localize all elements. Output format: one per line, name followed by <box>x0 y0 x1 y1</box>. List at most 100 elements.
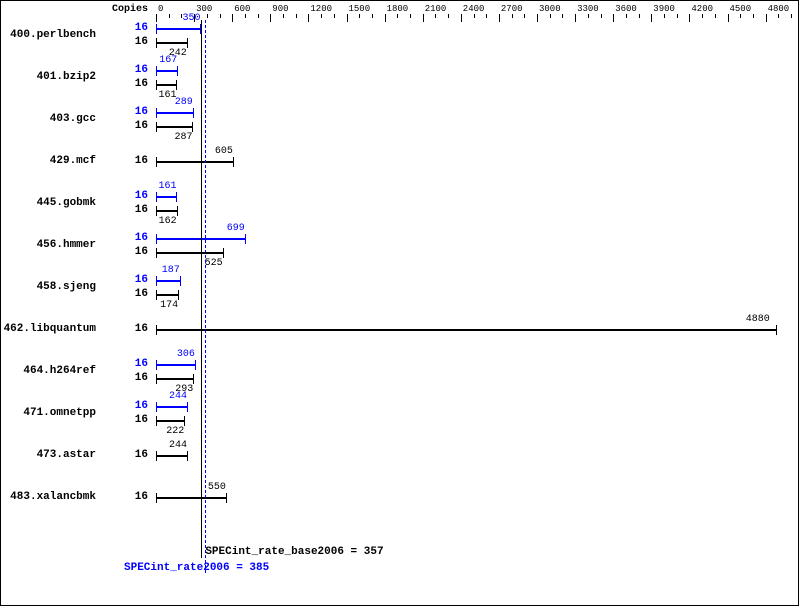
refline-base <box>201 20 202 558</box>
copies-value: 16 <box>0 155 148 167</box>
bar-end-cap <box>193 108 194 118</box>
axis-tick <box>474 14 475 18</box>
bar-end-cap <box>192 122 193 132</box>
bar <box>156 364 195 366</box>
bar-value-label: 350 <box>182 13 200 24</box>
bar <box>156 84 176 86</box>
bar-end-cap <box>177 66 178 76</box>
bar-end-cap <box>180 276 181 286</box>
chart-border <box>0 0 799 606</box>
bar <box>156 210 177 212</box>
bar-value-label: 605 <box>215 146 233 157</box>
copies-value: 16 <box>0 358 148 370</box>
bar-end-cap <box>187 451 188 461</box>
bar-value-label: 187 <box>162 265 180 276</box>
bar-end-cap <box>193 374 194 384</box>
axis-tick-label: 1500 <box>349 4 371 14</box>
axis-tick <box>715 14 716 18</box>
copies-value: 16 <box>0 204 148 216</box>
refline-peak <box>205 20 206 573</box>
bar-value-label: 550 <box>208 482 226 493</box>
bar-value-label: 4880 <box>746 314 770 325</box>
copies-value: 16 <box>0 372 148 384</box>
axis-tick <box>499 14 500 22</box>
copies-value: 16 <box>0 120 148 132</box>
axis-tick <box>334 14 335 18</box>
axis-tick-label: 3900 <box>653 4 675 14</box>
bar <box>156 378 193 380</box>
bar <box>156 28 200 30</box>
bar-end-cap <box>187 38 188 48</box>
bar-end-cap <box>178 290 179 300</box>
axis-tick <box>728 14 729 22</box>
bar <box>156 196 176 198</box>
axis-tick-label: 0 <box>158 4 163 14</box>
axis-tick <box>435 14 436 18</box>
bar-value-label: 162 <box>159 216 177 227</box>
bar-value-label: 222 <box>166 426 184 437</box>
axis-tick <box>347 14 348 22</box>
axis-tick <box>550 14 551 18</box>
copies-value: 16 <box>0 106 148 118</box>
bar-value-label: 161 <box>158 181 176 192</box>
axis-tick <box>423 14 424 22</box>
chart-container: Copies 030060090012001500180021002400270… <box>0 0 799 606</box>
bar-end-cap <box>176 80 177 90</box>
bar <box>156 406 187 408</box>
copies-value: 16 <box>0 232 148 244</box>
axis-tick <box>512 14 513 18</box>
axis-tick <box>524 14 525 18</box>
copies-value: 16 <box>0 36 148 48</box>
bar-value-label: 167 <box>159 55 177 66</box>
footer-peak-label: SPECint_rate2006 = 385 <box>124 562 269 574</box>
axis-tick <box>207 14 208 18</box>
axis-tick <box>270 14 271 22</box>
bar-value-label: 525 <box>205 258 223 269</box>
axis-tick <box>486 14 487 18</box>
axis-tick-label: 3300 <box>577 4 599 14</box>
copies-value: 16 <box>0 288 148 300</box>
axis-tick <box>448 14 449 18</box>
axis-tick <box>689 14 690 22</box>
copies-value: 16 <box>0 449 148 461</box>
axis-tick <box>613 14 614 22</box>
copies-value: 16 <box>0 323 148 335</box>
axis-tick <box>575 14 576 22</box>
axis-tick <box>397 14 398 18</box>
axis-tick <box>410 14 411 18</box>
axis-tick-label: 1200 <box>310 4 332 14</box>
copies-value: 16 <box>0 414 148 426</box>
axis-tick <box>359 14 360 18</box>
axis-tick <box>664 14 665 18</box>
bar <box>156 252 223 254</box>
axis-tick <box>601 14 602 18</box>
bar-value-label: 244 <box>169 391 187 402</box>
axis-tick <box>651 14 652 22</box>
bar-end-cap <box>245 234 246 244</box>
axis-tick-label: 2100 <box>425 4 447 14</box>
bar-value-label: 174 <box>160 300 178 311</box>
bar-value-label: 244 <box>169 440 187 451</box>
copies-value: 16 <box>0 64 148 76</box>
axis-tick-label: 3600 <box>615 4 637 14</box>
copies-value: 16 <box>0 274 148 286</box>
axis-tick <box>245 14 246 18</box>
bar-value-label: 289 <box>175 97 193 108</box>
axis-tick <box>461 14 462 22</box>
bar <box>156 280 180 282</box>
axis-tick <box>639 14 640 18</box>
axis-tick-label: 4500 <box>730 4 752 14</box>
axis-tick <box>791 14 792 18</box>
bar <box>156 70 177 72</box>
axis-tick-label: 2700 <box>501 4 523 14</box>
axis-tick <box>220 14 221 18</box>
copies-value: 16 <box>0 78 148 90</box>
axis-tick <box>626 14 627 18</box>
bar-value-label: 306 <box>177 349 195 360</box>
footer-base-label: SPECint_rate_base2006 = 357 <box>205 546 383 558</box>
axis-tick-label: 3000 <box>539 4 561 14</box>
axis-tick <box>562 14 563 18</box>
bar-end-cap <box>177 206 178 216</box>
bar <box>156 112 193 114</box>
axis-tick <box>385 14 386 22</box>
